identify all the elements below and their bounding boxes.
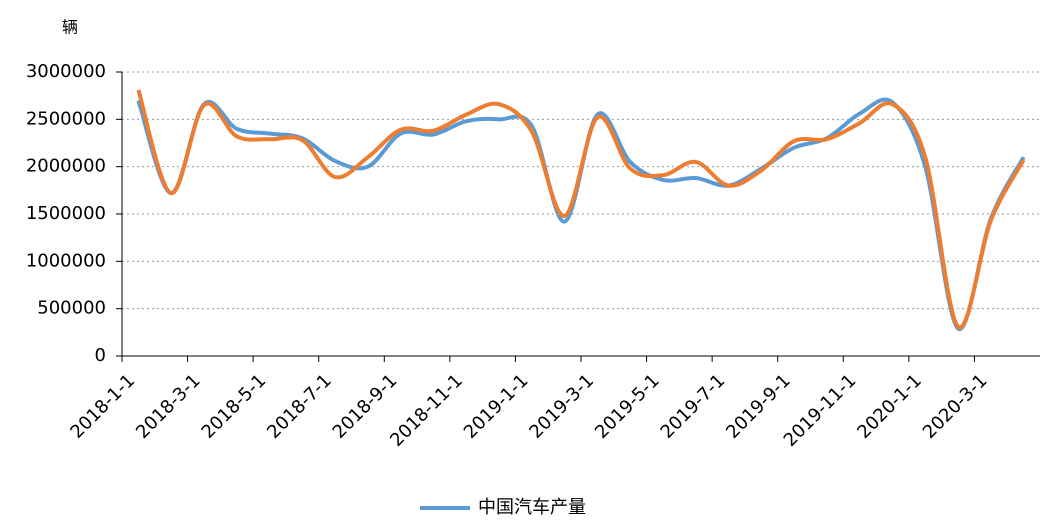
x-tick-label: 2018-5-1 [198,370,271,443]
y-tick-label: 3000000 [26,61,106,82]
y-tick-label: 2000000 [26,156,106,177]
x-tick-label: 2019-5-1 [591,370,664,443]
x-tick-label: 2018-1-1 [66,370,139,443]
x-tick-label: 2018-7-1 [263,370,336,443]
legend-label: 中国汽车产量 [478,497,586,518]
x-tick-label: 2019-7-1 [657,370,730,443]
x-tick-label: 2019-3-1 [525,370,598,443]
y-tick-label: 0 [95,345,106,366]
x-tick-label: 2020-3-1 [919,370,992,443]
series-line [136,97,1026,331]
y-tick-label: 1000000 [26,250,106,271]
series-line [136,89,1026,330]
x-tick-label: 2019-1-1 [460,370,533,443]
y-tick-label: 500000 [37,298,106,319]
x-tick-label: 2018-3-1 [132,370,205,443]
y-tick-label: 1500000 [26,203,106,224]
y-unit: 辆 [62,18,78,37]
x-tick-label: 2020-1-1 [853,370,926,443]
y-tick-label: 2500000 [26,108,106,129]
